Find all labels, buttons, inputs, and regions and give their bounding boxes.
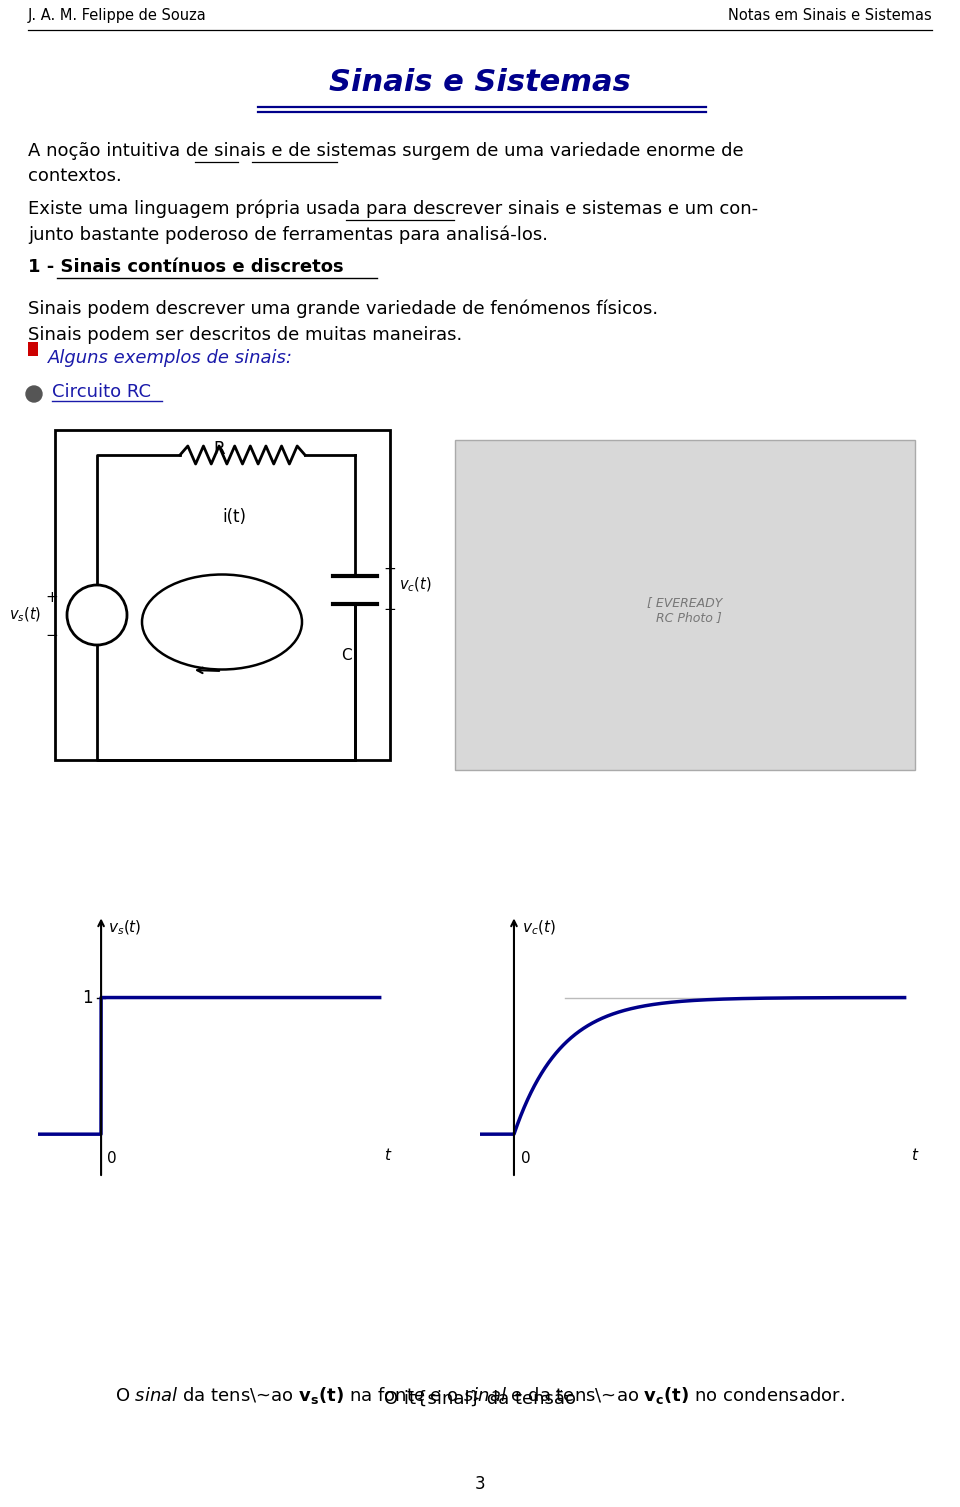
Text: J. A. M. Felippe de Souza: J. A. M. Felippe de Souza [28,8,206,23]
Text: A noção intuitiva de sinais e de sistemas surgem de uma variedade enorme de
cont: A noção intuitiva de sinais e de sistema… [28,142,744,185]
Text: [ EVEREADY
  RC Photo ]: [ EVEREADY RC Photo ] [647,595,723,624]
Text: t: t [384,1148,390,1163]
Circle shape [67,585,127,645]
Bar [455,440,915,770]
Text: $v_s(t)$: $v_s(t)$ [9,606,41,624]
Text: Circuito RC: Circuito RC [52,383,151,401]
Text: i(t): i(t) [222,508,246,526]
Text: $v_c(t)$: $v_c(t)$ [522,918,556,937]
Text: −: − [383,603,396,618]
Bar [55,429,390,760]
Text: Sinais podem descrever uma grande variedade de fenómenos físicos.
Sinais podem s: Sinais podem descrever uma grande varied… [28,300,659,344]
Text: t: t [911,1148,918,1163]
Text: Sinais e Sistemas: Sinais e Sistemas [329,68,631,96]
Text: $v_s(t)$: $v_s(t)$ [108,918,141,937]
Text: +: + [383,562,396,577]
Text: $v_c(t)$: $v_c(t)$ [399,576,432,594]
Text: 0: 0 [107,1150,116,1165]
Text: +: + [46,589,59,604]
Text: Alguns exemplos de sinais:: Alguns exemplos de sinais: [48,350,293,368]
Text: 1: 1 [83,989,93,1007]
Text: C: C [341,648,351,663]
Text: O it{sinal} da tensão: O it{sinal} da tensão [384,1389,576,1408]
Text: 1 - Sinais contínuos e discretos: 1 - Sinais contínuos e discretos [28,258,344,276]
Text: O $\it{sinal}$ da tens\~ao $\mathbf{v_s(t)}$ na fonte e o $\it{sinal}$ e da tens: O $\it{sinal}$ da tens\~ao $\mathbf{v_s(… [115,1385,845,1406]
Text: Notas em Sinais e Sistemas: Notas em Sinais e Sistemas [729,8,932,23]
Text: 3: 3 [474,1475,486,1493]
Bar [28,342,38,356]
Text: 0: 0 [520,1150,530,1165]
Text: R: R [213,440,225,458]
Text: −: − [46,627,59,642]
Circle shape [26,386,42,402]
Text: Existe uma linguagem própria usada para descrever sinais e sistemas e um con-
ju: Existe uma linguagem própria usada para … [28,200,758,244]
